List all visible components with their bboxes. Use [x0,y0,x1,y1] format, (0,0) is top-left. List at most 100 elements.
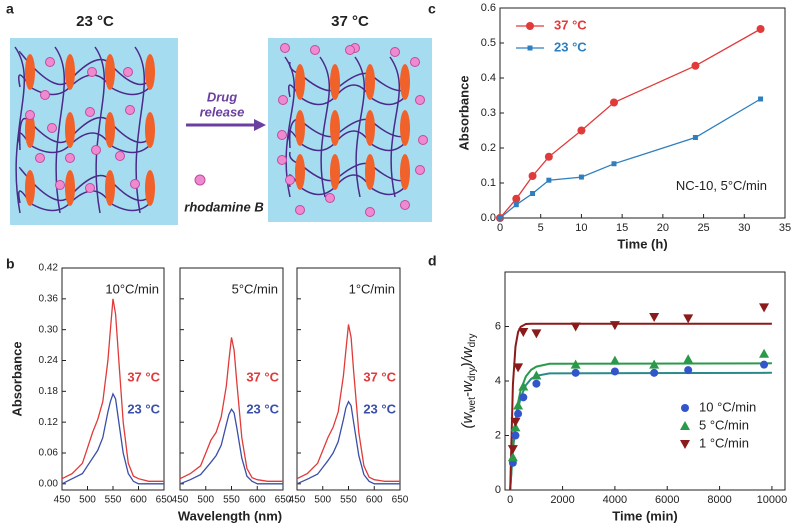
y-tick-label: 0.4 [481,72,496,84]
series-line [61,392,164,485]
marker [544,152,553,161]
rhodamine-dot [45,57,55,67]
rhodamine-dot [277,155,287,165]
clay-sheet [145,170,155,206]
rhodamine-dot [85,107,95,117]
marker [507,452,518,462]
y-tick-label: 0 [495,484,501,496]
rhodamine-dot [40,90,50,100]
clay-sheet [65,170,75,206]
rhodamine-dot [65,153,75,163]
clay-sheet [295,154,305,190]
y-axis-title: (wwet-wdry)/wdry [459,333,478,428]
rhodamine-dot [310,45,320,55]
clay-sheet [330,110,340,146]
panel-letter: a [6,1,14,17]
rhodamine-dot [123,67,133,77]
x-tick-label: 600 [366,495,383,506]
marker [760,360,769,369]
y-tick-label: 0.0 [481,212,496,224]
rhodamine-dot [325,193,335,203]
series-label: 37 °C [127,369,160,384]
x-axis-title: Wavelength (nm) [178,508,282,523]
rhodamine-dot [418,135,428,145]
x-tick-label: 450 [54,495,71,506]
x-tick-label: 500 [197,495,214,506]
y-axis-title-part: )/w [459,346,476,369]
rhodamine-dot [390,47,400,57]
marker [683,314,694,324]
marker [527,45,533,51]
marker [511,431,520,440]
rhodamine-dot [277,130,287,140]
marker [530,191,536,196]
marker [649,359,660,369]
rhodamine-dot [295,205,305,215]
legend-label: 37 °C [554,17,587,32]
series-line [296,324,400,482]
x-tick-label: 8000 [707,494,731,506]
series-line [179,337,283,482]
x-tick-label: 20 [657,222,669,234]
x-tick-label: 25 [697,222,709,234]
marker [570,359,581,369]
marker [532,379,541,388]
arrow-head [254,119,266,131]
marker [518,327,529,337]
y-tick-label: 0.06 [39,448,59,459]
rhodamine-dot [415,165,425,175]
marker [759,348,770,358]
y-axis-title: Absorbance [9,341,24,416]
polymer-chain [284,56,295,198]
clay-sheet [400,110,410,146]
marker [571,368,580,377]
x-axis-title: Time (h) [617,236,667,251]
marker [570,322,581,332]
marker [531,370,542,380]
series-label: 37 °C [246,369,279,384]
clay-sheet [25,54,35,90]
annotation: 1°C/min [349,281,395,296]
marker [680,440,690,449]
series-line [296,400,400,485]
series-label: 23 °C [127,401,160,416]
marker [692,135,698,140]
x-tick-label: 15 [616,222,628,234]
plot-frame [504,271,786,491]
clay-sheet [400,154,410,190]
marker [610,98,618,107]
y-tick-label: 0.1 [481,177,496,189]
x-tick-label: 10000 [757,494,788,506]
marker [512,194,521,203]
y-tick-label: 0.5 [481,37,496,49]
legend-label: 23 °C [554,39,587,54]
clay-sheet [65,112,75,148]
x-tick-label: 5 [538,222,544,234]
marker [519,393,528,402]
legend-label: 10 °C/min [699,399,756,414]
rhodamine-dot [91,145,101,155]
y-tick-label: 0.2 [481,142,496,154]
marker [513,363,524,373]
x-tick-label: 6000 [655,494,679,506]
series-label: 23 °C [363,401,396,416]
rhodamine-dot [47,123,57,133]
y-tick-label: 0.24 [39,355,59,366]
polymer-chain [319,56,330,198]
y-axis-title-part: dry [467,333,478,347]
marker [510,417,521,427]
y-tick-label: 0.6 [481,2,496,14]
clay-sheet [145,112,155,148]
legend-label: 5 °C/min [699,417,749,432]
clay-sheet [105,112,115,148]
marker [528,172,537,180]
y-tick-label: 0.3 [481,107,496,119]
clay-sheet [400,64,410,100]
x-tick-label: 500 [79,495,96,506]
rhodamine-dot [115,151,125,161]
rhodamine-dot [55,180,65,190]
rhodamine-dot [130,179,140,189]
marker [518,381,529,391]
x-tick-label: 550 [105,495,122,506]
